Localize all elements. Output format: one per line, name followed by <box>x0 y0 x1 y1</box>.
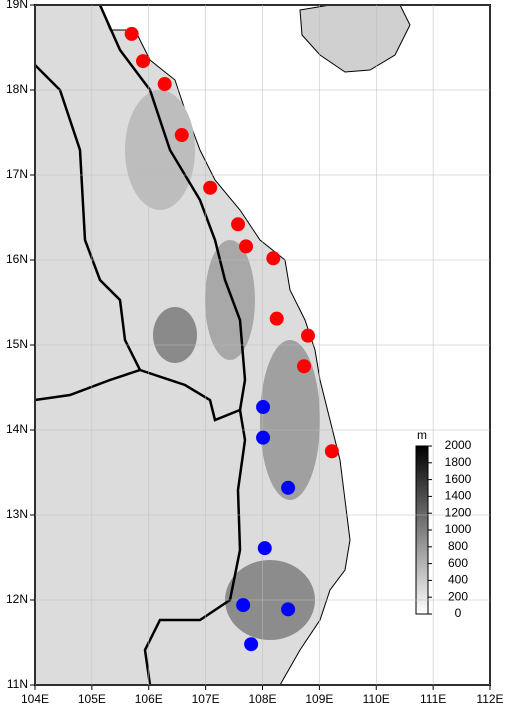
station <box>266 251 281 266</box>
y-tick-label: 18N <box>6 82 28 96</box>
colorbar-tick-label: 1400 <box>445 489 472 503</box>
station <box>136 54 151 69</box>
station <box>256 430 271 445</box>
x-tick-label: 112E <box>476 692 503 706</box>
y-tick-label: 13N <box>6 507 28 521</box>
colorbar-tick-label: 1800 <box>445 455 472 469</box>
colorbar-tick-label: 600 <box>448 556 468 570</box>
station <box>174 128 189 143</box>
colorbar-tick-label: 1000 <box>445 522 472 536</box>
station <box>301 328 315 343</box>
station <box>236 598 251 613</box>
station <box>269 311 284 326</box>
x-tick-label: 108E <box>248 692 276 706</box>
colorbar-tick-label: 1200 <box>445 505 472 519</box>
x-tick-label: 105E <box>78 692 106 706</box>
y-tick-label: 14N <box>6 422 28 436</box>
colorbar <box>415 445 429 615</box>
station <box>281 480 296 495</box>
colorbar-tick-label: 200 <box>448 589 468 603</box>
x-tick-label: 111E <box>420 692 446 706</box>
station <box>203 180 218 195</box>
border <box>98 5 247 411</box>
y-tick-label: 16N <box>6 252 28 266</box>
y-tick-label: 17N <box>6 167 28 181</box>
highland <box>153 307 197 363</box>
highland <box>125 90 195 210</box>
island <box>299 5 411 73</box>
highland <box>205 240 255 360</box>
x-tick-label: 109E <box>305 692 333 706</box>
station <box>231 217 246 232</box>
colorbar-tick-label: 0 <box>455 606 462 620</box>
x-tick-label: 107E <box>192 692 220 706</box>
border <box>35 368 141 402</box>
x-tick-label: 104E <box>21 692 49 706</box>
station <box>297 359 312 374</box>
station <box>324 444 339 459</box>
station <box>281 602 296 617</box>
colorbar-tick-label: 800 <box>448 539 468 553</box>
y-tick-label: 15N <box>6 337 28 351</box>
y-tick-label: 12N <box>6 592 28 606</box>
station <box>257 541 272 556</box>
x-tick-label: 110E <box>363 692 390 706</box>
station <box>256 400 271 415</box>
station <box>239 239 254 254</box>
colorbar-tick-label: 1600 <box>445 472 472 486</box>
colorbar-label: m <box>417 428 427 442</box>
station <box>157 77 172 92</box>
colorbar-tick-label: 400 <box>448 573 468 587</box>
station <box>244 637 259 652</box>
y-tick-label: 11N <box>7 677 28 691</box>
border <box>35 64 247 685</box>
y-tick-label: 19N <box>6 0 28 11</box>
highland <box>260 340 320 500</box>
colorbar-tick-label: 2000 <box>445 438 472 452</box>
x-tick-label: 106E <box>135 692 163 706</box>
station <box>124 26 139 41</box>
